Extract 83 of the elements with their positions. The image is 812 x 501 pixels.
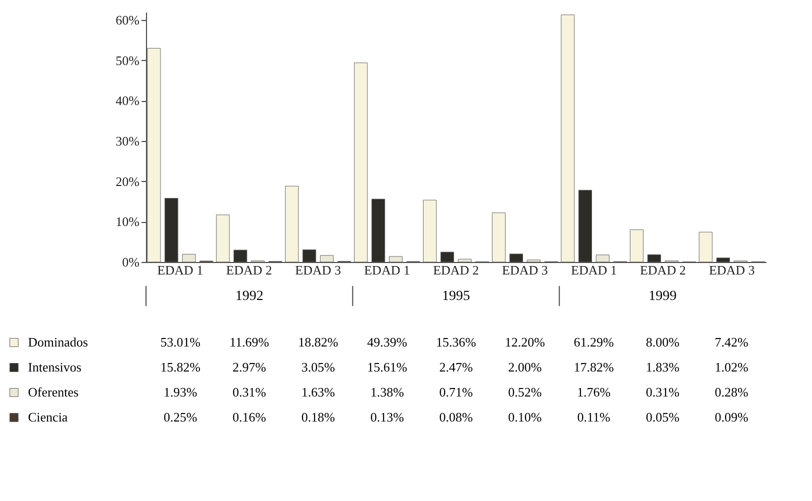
- data-label: 53.01%: [160, 334, 201, 350]
- data-label: 1.83%: [646, 360, 680, 374]
- data-label: 7.42%: [714, 334, 749, 350]
- bar: [578, 190, 592, 262]
- text: 1992: [235, 289, 264, 304]
- bar: [371, 198, 386, 262]
- data-label: 0.05%: [646, 410, 680, 424]
- x-tick-label: EDAD 2: [226, 262, 272, 278]
- legend-label: Intensivos: [28, 360, 82, 374]
- legend-label: Dominados: [28, 334, 88, 350]
- data-label: 0.31%: [646, 384, 680, 400]
- bar: [354, 62, 368, 262]
- x-tick-label: EDAD 1: [364, 262, 410, 278]
- bar: [458, 258, 472, 262]
- data-label: 12.20%: [504, 334, 546, 350]
- bar: [716, 258, 730, 262]
- data-label: 0.52%: [508, 384, 542, 400]
- data-label: 49.39%: [367, 334, 408, 350]
- bar: [509, 254, 524, 262]
- bar: [147, 48, 161, 262]
- y-tick-label: 30%: [116, 134, 140, 149]
- data-label: 2.00%: [508, 360, 542, 374]
- bar: [182, 254, 196, 262]
- x-tick-label: EDAD 1: [157, 262, 204, 278]
- bar: [388, 256, 403, 262]
- data-label: 1.38%: [370, 384, 404, 400]
- y-tick-label: 50%: [116, 52, 140, 68]
- data-label: 0.13%: [370, 410, 404, 424]
- bar: [302, 249, 316, 262]
- data-label: 3.05%: [301, 360, 336, 374]
- data-label: 15.82%: [160, 360, 201, 374]
- data-label: 1.63%: [301, 384, 336, 400]
- data-label: 61.29%: [574, 334, 614, 350]
- data-label: 0.11%: [577, 410, 610, 424]
- y-tick-label: 60%: [116, 12, 140, 28]
- bar: [216, 214, 230, 262]
- bar: [440, 252, 454, 262]
- legend-label: Ciencia: [28, 410, 68, 424]
- data-label: 8.00%: [646, 334, 680, 350]
- bar: [164, 198, 178, 262]
- bar: [422, 200, 437, 262]
- data-label: 11.69%: [230, 334, 270, 350]
- bar: [492, 212, 506, 262]
- bar: [560, 14, 575, 262]
- data-label: 0.25%: [164, 410, 198, 424]
- bar: [698, 232, 712, 262]
- data-label: 0.28%: [714, 384, 749, 400]
- bar: [285, 186, 299, 262]
- data-label: 0.71%: [439, 384, 473, 400]
- x-tick-label: EDAD 3: [708, 262, 755, 278]
- x-tick-label: EDAD 2: [640, 262, 686, 278]
- data-label: 2.47%: [439, 360, 473, 374]
- x-tick-label: EDAD 3: [502, 262, 548, 278]
- data-label: 0.08%: [439, 410, 473, 424]
- data-label: 15.61%: [367, 360, 408, 374]
- y-tick-label: 40%: [116, 93, 140, 108]
- data-label: 0.16%: [232, 410, 266, 424]
- bar: [234, 250, 248, 262]
- data-label: 1.76%: [576, 384, 611, 400]
- data-label: 1.93%: [164, 384, 198, 400]
- data-label: 0.31%: [232, 384, 266, 400]
- data-label: 17.82%: [574, 360, 614, 374]
- data-label: 0.18%: [301, 410, 336, 424]
- bar: [647, 254, 661, 262]
- x-tick-label: EDAD 1: [571, 262, 617, 278]
- bar: [596, 254, 610, 262]
- bar: [630, 229, 644, 262]
- bar: [526, 260, 541, 262]
- data-label: 15.36%: [436, 334, 476, 350]
- text: 1999: [648, 289, 677, 304]
- bar: [320, 255, 334, 262]
- legend-label: Oferentes: [28, 384, 79, 400]
- x-tick-label: EDAD 2: [433, 262, 479, 278]
- data-label: 0.10%: [508, 410, 542, 424]
- text: 1995: [442, 289, 470, 304]
- data-label: 0.09%: [714, 410, 749, 424]
- y-tick-label: 0%: [122, 254, 140, 270]
- y-tick-label: 20%: [116, 174, 140, 189]
- data-label: 1.02%: [714, 360, 749, 374]
- data-label: 2.97%: [232, 360, 266, 374]
- y-tick-label: 10%: [116, 214, 140, 230]
- data-label: 18.82%: [298, 334, 338, 350]
- x-tick-label: EDAD 3: [295, 262, 341, 278]
